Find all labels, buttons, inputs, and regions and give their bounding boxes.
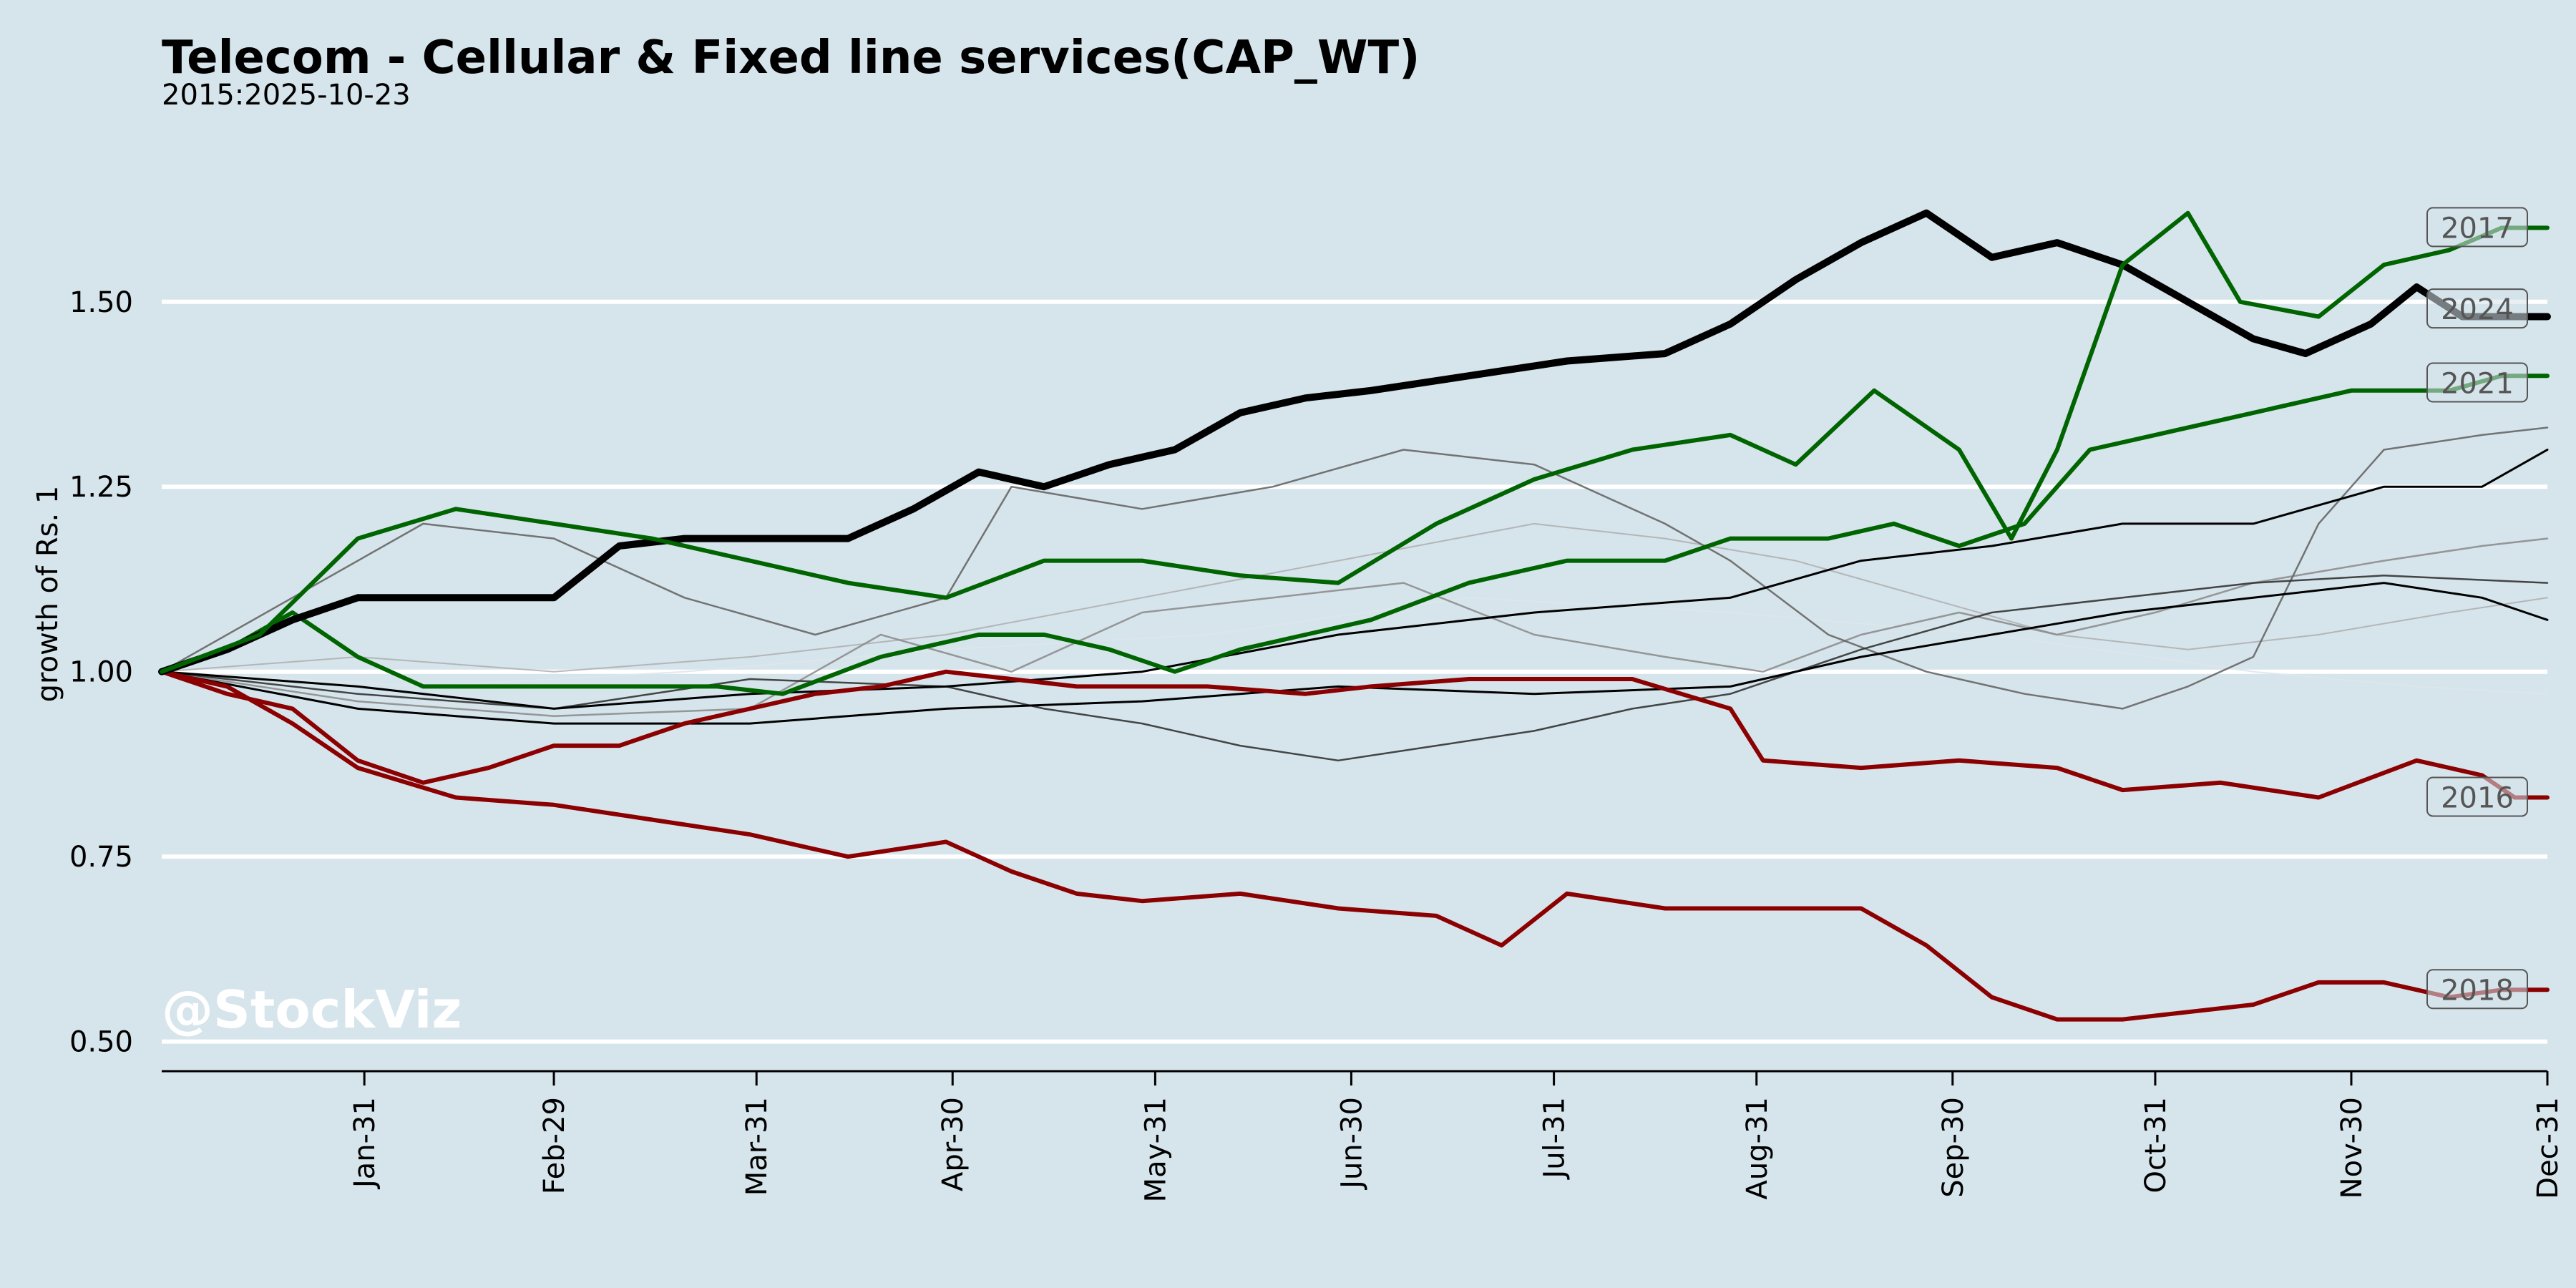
end-label-box [2426, 288, 2528, 329]
end-label-2017: 2017 [2426, 207, 2528, 248]
end-label-box [2426, 207, 2528, 248]
x-tick-label: Dec-31 [2532, 1097, 2565, 1199]
series-line [160, 582, 2549, 725]
end-label-text: 2021 [2441, 368, 2514, 401]
x-tick-label: Aug-31 [1741, 1097, 1774, 1199]
end-label-text: 2017 [2441, 212, 2514, 245]
y-axis-label: growth of Rs. 1 [31, 486, 64, 703]
x-tick-label: Sep-30 [1937, 1097, 1970, 1198]
series-line-2024 [158, 209, 2551, 675]
x-tick-label: Jul-31 [1538, 1097, 1571, 1181]
y-tick-label: 1.00 [69, 656, 133, 689]
end-label-2018: 2018 [2426, 969, 2528, 1010]
y-axis-ticks: 0.50 0.75 1.00 1.25 1.50 [69, 286, 133, 1059]
end-label-text: 2016 [2441, 781, 2514, 814]
series-line [160, 537, 2549, 717]
series-line [160, 449, 2549, 710]
y-tick-label: 0.50 [69, 1026, 133, 1059]
chart-title: Telecom - Cellular & Fixed line services… [162, 31, 1420, 84]
x-tick-label: May-31 [1139, 1097, 1172, 1202]
end-label-box [2426, 776, 2528, 817]
end-label-2016: 2016 [2426, 776, 2528, 817]
x-tick-label: Feb-29 [538, 1097, 571, 1194]
series-line [161, 597, 2548, 695]
end-label-2021: 2021 [2426, 362, 2528, 403]
series-line-2016 [160, 669, 2550, 800]
end-label-text: 2018 [2441, 974, 2514, 1007]
x-tick-label: Nov-30 [2336, 1097, 2368, 1199]
y-tick-label: 1.25 [69, 471, 133, 504]
series-line [160, 575, 2549, 762]
y-tick-label: 0.75 [69, 841, 133, 874]
series-line-2018 [160, 669, 2550, 1022]
x-tick-label: Jun-30 [1335, 1097, 1368, 1191]
series-line [160, 426, 2549, 710]
chart-subtitle: 2015:2025-10-23 [162, 79, 411, 112]
end-label-2024: 2024 [2426, 288, 2528, 329]
end-labels: 2017 2024 2021 2016 2018 [2426, 207, 2528, 1010]
series-line-2021 [160, 374, 2550, 696]
x-tick-label: Mar-31 [741, 1097, 774, 1196]
y-tick-label: 1.50 [69, 286, 133, 319]
series-lines [158, 209, 2551, 1022]
end-label-box [2426, 969, 2528, 1010]
x-tick-label: Jan-31 [348, 1097, 381, 1190]
end-label-box [2426, 362, 2528, 403]
series-line [161, 522, 2548, 673]
series-line-2017 [160, 210, 2550, 674]
watermark: @StockViz [162, 980, 462, 1040]
x-axis-ticks: Jan-31 Feb-29 Mar-31 Apr-30 May-31 Jun-30 Jul-… [348, 1071, 2565, 1202]
end-label-text: 2024 [2441, 293, 2514, 326]
x-tick-label: Oct-31 [2140, 1097, 2172, 1194]
x-tick-label: Apr-30 [937, 1097, 970, 1191]
